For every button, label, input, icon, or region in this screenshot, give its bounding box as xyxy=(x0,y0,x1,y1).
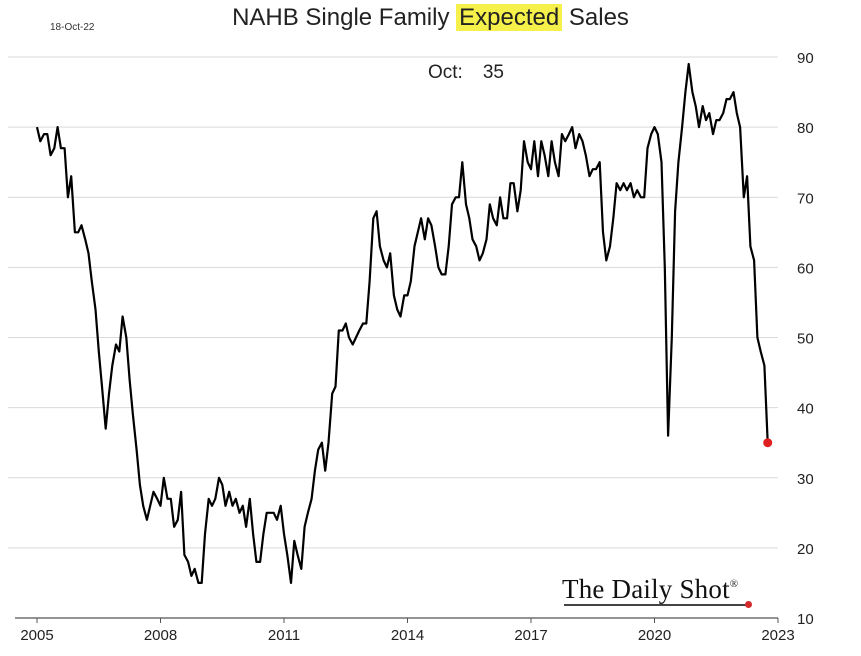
title-highlight: Expected xyxy=(456,4,563,31)
y-tick-label: 30 xyxy=(797,471,814,488)
y-axis: 10 20 30 40 50 60 70 80 90 xyxy=(797,50,814,628)
y-tick-label: 80 xyxy=(797,120,814,137)
x-tick-label: 2008 xyxy=(144,627,177,644)
logo-registered-mark: ® xyxy=(729,578,739,590)
x-tick-label: 2023 xyxy=(761,627,794,644)
chart-title: NAHB Single Family Expected Sales xyxy=(0,4,861,32)
latest-value: 35 xyxy=(482,62,504,83)
series-group xyxy=(35,62,773,584)
y-tick-label: 50 xyxy=(797,331,814,348)
x-tick-label: 2005 xyxy=(20,627,53,644)
x-tick-label: 2011 xyxy=(268,627,300,644)
daily-shot-logo: The Daily Shot® xyxy=(562,574,738,605)
title-text-end: Sales xyxy=(562,4,629,31)
x-axis: 2005 2008 2011 2014 2017 2020 2023 xyxy=(15,617,795,644)
x-tick-label: 2020 xyxy=(638,627,671,644)
latest-point xyxy=(763,438,773,448)
logo-red-dot xyxy=(745,601,752,608)
logo-text: The Daily Shot xyxy=(562,574,730,604)
y-tick-label: 90 xyxy=(797,50,814,67)
x-tick-label: 2017 xyxy=(514,627,547,644)
gridlines xyxy=(8,56,778,549)
title-text-start: NAHB Single Family xyxy=(232,4,457,31)
y-tick-label: 10 xyxy=(797,611,814,628)
y-tick-label: 40 xyxy=(797,401,814,418)
latest-label: Oct: xyxy=(428,62,463,83)
series-line xyxy=(35,62,769,584)
y-tick-label: 20 xyxy=(797,541,814,558)
x-tick-label: 2014 xyxy=(391,627,424,644)
y-tick-label: 70 xyxy=(797,190,814,207)
y-tick-label: 60 xyxy=(797,260,814,277)
logo-underline xyxy=(564,604,748,606)
chart-date: 18-Oct-22 xyxy=(50,22,95,33)
latest-reading: Oct: 35 xyxy=(428,62,504,84)
